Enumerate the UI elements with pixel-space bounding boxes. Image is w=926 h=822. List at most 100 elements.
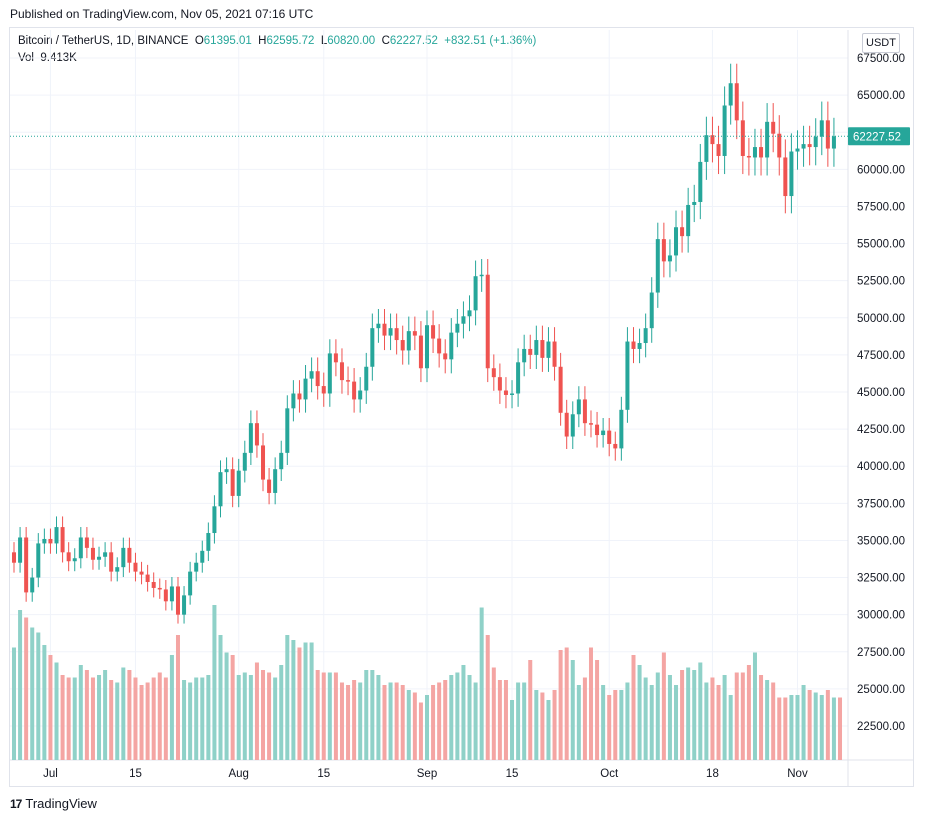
volume-bar <box>224 652 229 760</box>
volume-bar <box>655 672 660 760</box>
volume-bar <box>339 682 344 760</box>
volume-bar <box>485 635 490 760</box>
candle-body <box>491 368 496 378</box>
volume-bar <box>497 680 502 760</box>
volume-bar <box>625 682 630 760</box>
tradingview-logo[interactable]: 17 TradingView <box>10 796 97 811</box>
high-label: H <box>258 35 267 47</box>
candle-body <box>18 537 23 563</box>
volume-bar <box>370 670 375 760</box>
candle-body <box>473 276 478 311</box>
volume-bar <box>273 677 278 760</box>
volume-bar <box>716 685 721 760</box>
volume-bar <box>813 692 818 760</box>
volume-bar <box>570 660 575 760</box>
volume-bar <box>455 672 460 760</box>
candle-body <box>90 547 95 560</box>
volume-bar <box>601 685 606 760</box>
candle-body <box>188 571 193 596</box>
volume-bar <box>60 675 65 760</box>
candle-body <box>716 144 721 156</box>
candle-body <box>485 274 490 369</box>
candle-body <box>728 83 733 106</box>
volume-bar <box>431 685 436 760</box>
volume-bar <box>200 677 205 760</box>
tradingview-logo-text: TradingView <box>25 796 97 811</box>
volume-bar <box>206 675 211 760</box>
volume-bar <box>522 682 527 760</box>
volume-bar <box>783 697 788 760</box>
y-tick-label: 22500.00 <box>857 721 905 733</box>
candle-body <box>631 341 636 349</box>
candle-body <box>503 390 508 395</box>
volume-bar <box>795 695 800 760</box>
volume-bar <box>825 690 830 760</box>
y-tick-label: 52500.00 <box>857 276 905 288</box>
change-value: +832.51 (+1.36%) <box>444 35 537 47</box>
candle-body <box>224 469 229 473</box>
candle-body <box>230 469 235 496</box>
volume-bar <box>48 655 53 760</box>
candle-body <box>11 552 17 563</box>
candle-body <box>546 341 551 358</box>
y-tick-label: 65000.00 <box>857 90 905 102</box>
candle-body <box>42 538 47 544</box>
symbol-label[interactable]: Bitcoin / TetherUS, 1D, BINANCE <box>18 35 189 47</box>
volume-bar <box>30 627 35 760</box>
volume-bar <box>576 685 581 760</box>
candle-body <box>218 472 223 507</box>
volume-bar <box>771 682 776 760</box>
volume-bar <box>315 670 320 760</box>
candle-body <box>194 562 199 572</box>
candle-body <box>674 227 679 256</box>
candle-body <box>704 135 709 162</box>
volume-bar <box>473 682 478 760</box>
y-tick-label: 40000.00 <box>857 461 905 473</box>
volume-bar <box>182 680 187 760</box>
candle-body <box>570 414 575 437</box>
candle-body <box>303 378 308 400</box>
volume-bar <box>759 675 764 760</box>
volume-bar <box>667 675 672 760</box>
volume-bar <box>254 662 259 760</box>
volume-bar <box>412 692 417 760</box>
candle-body <box>30 577 35 593</box>
candle-body <box>127 547 132 563</box>
volume-bar <box>467 675 472 760</box>
x-tick-label: Aug <box>228 768 248 780</box>
volume-bar <box>157 672 162 760</box>
candle-body <box>370 328 375 367</box>
y-tick-label: 25000.00 <box>857 684 905 696</box>
candle-body <box>109 552 114 572</box>
candle-body <box>467 310 472 317</box>
low-value: 60820.00 <box>327 35 376 47</box>
candle-body <box>588 423 593 425</box>
volume-bar <box>151 677 156 760</box>
candle-body <box>212 506 217 534</box>
candle-body <box>66 552 71 562</box>
volume-bar <box>267 672 272 760</box>
candle-body <box>242 452 247 471</box>
y-tick-label: 57500.00 <box>857 201 905 213</box>
open-label: O <box>194 35 204 47</box>
volume-bar <box>674 685 679 760</box>
volume-bar <box>516 682 521 760</box>
candle-body <box>206 533 211 551</box>
volume-bar <box>285 635 290 760</box>
volume-bar <box>831 697 836 760</box>
volume-bar <box>115 682 120 760</box>
candle-body <box>139 571 144 575</box>
candle-body <box>364 366 369 391</box>
candle-body <box>412 331 417 336</box>
candle-body <box>777 133 782 158</box>
candle-body <box>54 527 59 544</box>
currency-unit-button[interactable]: USDT <box>862 33 900 53</box>
candle-body <box>771 121 776 134</box>
volume-bar <box>595 660 600 760</box>
candle-body <box>291 393 296 409</box>
candle-body <box>315 371 320 387</box>
candle-body <box>516 362 521 394</box>
candle-body <box>534 340 539 355</box>
candle-body <box>145 574 150 583</box>
